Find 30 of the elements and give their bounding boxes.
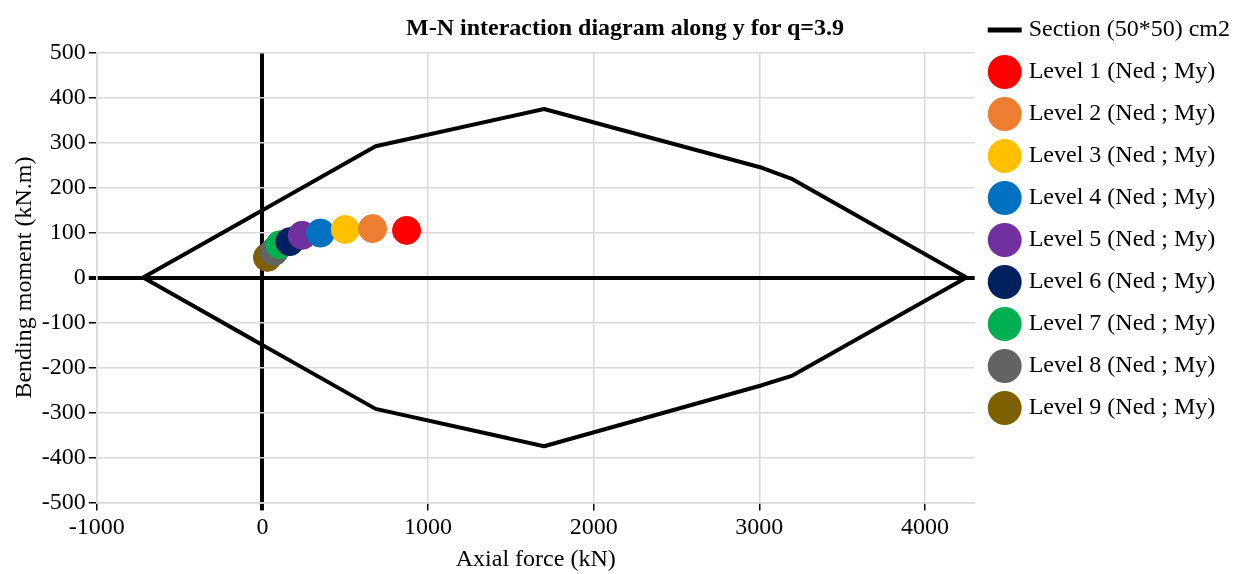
y-axis-title: Bending moment (kN.m) (9, 156, 36, 399)
legend-label: Level 1 (Ned ; My) (1028, 57, 1216, 84)
legend-label: Level 4 (Ned ; My) (1028, 183, 1216, 210)
y-tick-label: -200 (41, 352, 86, 379)
y-tick-label: -100 (41, 307, 86, 334)
legend-label: Section (50*50) cm2 (1028, 15, 1230, 42)
x-tick-label: 3000 (735, 513, 784, 540)
legend-label: Level 3 (Ned ; My) (1028, 141, 1216, 168)
x-tick-label: -1000 (68, 513, 125, 540)
y-tick-label: 200 (49, 172, 86, 199)
legend-label: Level 6 (Ned ; My) (1028, 267, 1216, 294)
y-tick-label: 100 (49, 217, 86, 244)
y-tick-label: 400 (49, 83, 86, 110)
y-tick-label: 0 (73, 262, 86, 289)
legend-label: Level 7 (Ned ; My) (1028, 309, 1216, 336)
x-tick-label: 2000 (569, 513, 618, 540)
x-tick-label: 4000 (901, 513, 950, 540)
y-tick-label: -400 (41, 442, 86, 469)
y-tick-label: -500 (41, 487, 86, 514)
x-tick-label: 0 (256, 513, 269, 540)
legend-label: Level 8 (Ned ; My) (1028, 351, 1216, 378)
legend-label: Level 5 (Ned ; My) (1028, 225, 1216, 252)
y-tick-label: 500 (49, 38, 86, 65)
legend-label: Level 9 (Ned ; My) (1028, 393, 1216, 420)
x-axis-title: Axial force (kN) (455, 544, 616, 571)
x-tick-label: 1000 (404, 513, 453, 540)
legend-label: Level 2 (Ned ; My) (1028, 99, 1216, 126)
y-tick-label: -300 (41, 397, 86, 424)
chart-title: M-N interaction diagram along y for q=3.9 (406, 13, 844, 40)
y-tick-label: 300 (49, 128, 86, 155)
